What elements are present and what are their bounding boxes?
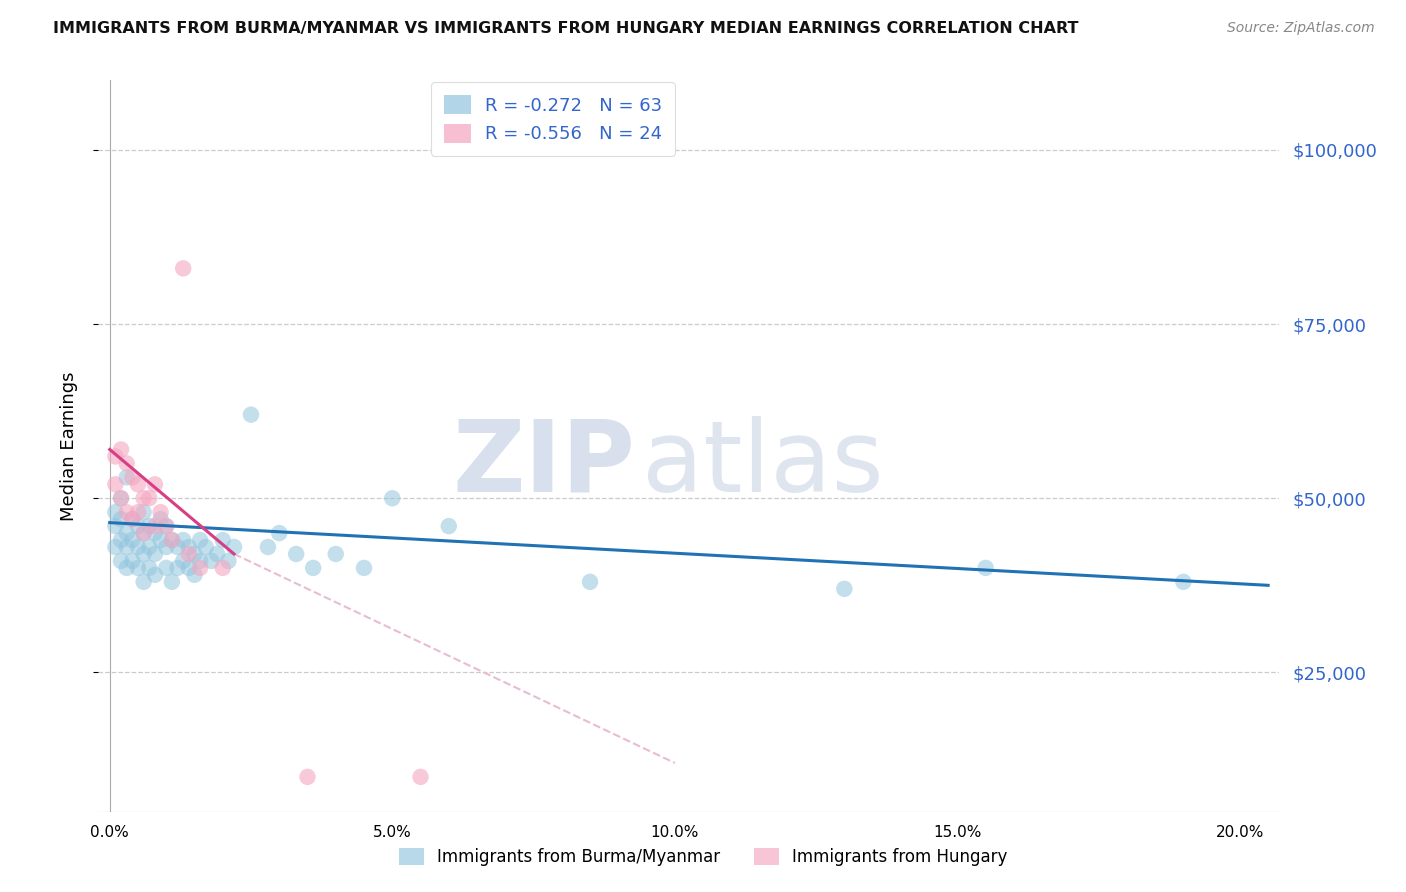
Point (160, 533, 183, 547)
Point (188, 554, 211, 568)
Point (132, 526, 155, 541)
Point (1173, 574, 1195, 589)
Point (211, 533, 233, 547)
Point (183, 567, 205, 582)
Point (143, 519, 166, 533)
Point (110, 533, 132, 547)
Point (297, 770, 319, 784)
Text: Source: ZipAtlas.com: Source: ZipAtlas.com (1227, 21, 1375, 36)
Point (302, 561, 325, 575)
Point (143, 526, 166, 541)
Point (143, 477, 166, 491)
Point (437, 519, 460, 533)
Point (138, 561, 160, 575)
Point (143, 567, 166, 582)
Point (138, 540, 160, 554)
Point (149, 533, 172, 547)
Point (127, 561, 149, 575)
Point (381, 491, 404, 506)
Point (127, 477, 149, 491)
Point (121, 533, 143, 547)
Point (132, 491, 155, 506)
Point (104, 540, 127, 554)
Text: ZIP: ZIP (453, 416, 636, 513)
Point (104, 505, 127, 519)
Point (110, 442, 132, 457)
Point (115, 561, 138, 575)
Point (110, 554, 132, 568)
Point (188, 561, 211, 575)
Point (132, 574, 155, 589)
Point (269, 526, 291, 541)
Point (172, 261, 194, 276)
Point (166, 561, 188, 575)
Legend: R = -0.272   N = 63, R = -0.556   N = 24: R = -0.272 N = 63, R = -0.556 N = 24 (432, 82, 675, 156)
Legend: Immigrants from Burma/Myanmar, Immigrants from Hungary: Immigrants from Burma/Myanmar, Immigrant… (392, 841, 1014, 873)
Point (177, 561, 200, 575)
Point (240, 408, 263, 422)
Point (160, 533, 183, 547)
Point (172, 554, 194, 568)
Point (200, 554, 222, 568)
Point (155, 519, 177, 533)
Point (149, 512, 172, 526)
Point (188, 533, 211, 547)
Point (177, 540, 200, 554)
Point (205, 547, 228, 561)
Y-axis label: Median Earnings: Median Earnings (59, 371, 77, 521)
Point (217, 554, 239, 568)
Point (172, 533, 194, 547)
Point (409, 770, 432, 784)
Point (115, 526, 138, 541)
Point (132, 526, 155, 541)
Point (115, 540, 138, 554)
Point (121, 554, 143, 568)
Point (104, 519, 127, 533)
Point (132, 547, 155, 561)
Point (127, 519, 149, 533)
Point (127, 505, 149, 519)
Point (132, 505, 155, 519)
Point (149, 505, 172, 519)
Text: atlas: atlas (641, 416, 883, 513)
Point (160, 574, 183, 589)
Point (110, 512, 132, 526)
Point (183, 547, 205, 561)
Point (155, 561, 177, 575)
Point (104, 477, 127, 491)
Point (155, 540, 177, 554)
Point (121, 470, 143, 484)
Point (127, 540, 149, 554)
Point (222, 540, 245, 554)
Point (166, 540, 188, 554)
Point (353, 561, 375, 575)
Point (104, 450, 127, 464)
Point (143, 547, 166, 561)
Point (110, 491, 132, 506)
Point (121, 512, 143, 526)
Point (325, 547, 347, 561)
Point (110, 491, 132, 506)
Point (115, 470, 138, 484)
Point (211, 561, 233, 575)
Point (115, 505, 138, 519)
Point (177, 547, 200, 561)
Point (115, 457, 138, 471)
Text: IMMIGRANTS FROM BURMA/MYANMAR VS IMMIGRANTS FROM HUNGARY MEDIAN EARNINGS CORRELA: IMMIGRANTS FROM BURMA/MYANMAR VS IMMIGRA… (53, 21, 1078, 37)
Point (834, 582, 856, 596)
Point (257, 540, 280, 554)
Point (138, 519, 160, 533)
Point (121, 512, 143, 526)
Point (138, 491, 160, 506)
Point (974, 561, 997, 575)
Point (579, 574, 602, 589)
Point (155, 519, 177, 533)
Point (285, 547, 308, 561)
Point (194, 540, 217, 554)
